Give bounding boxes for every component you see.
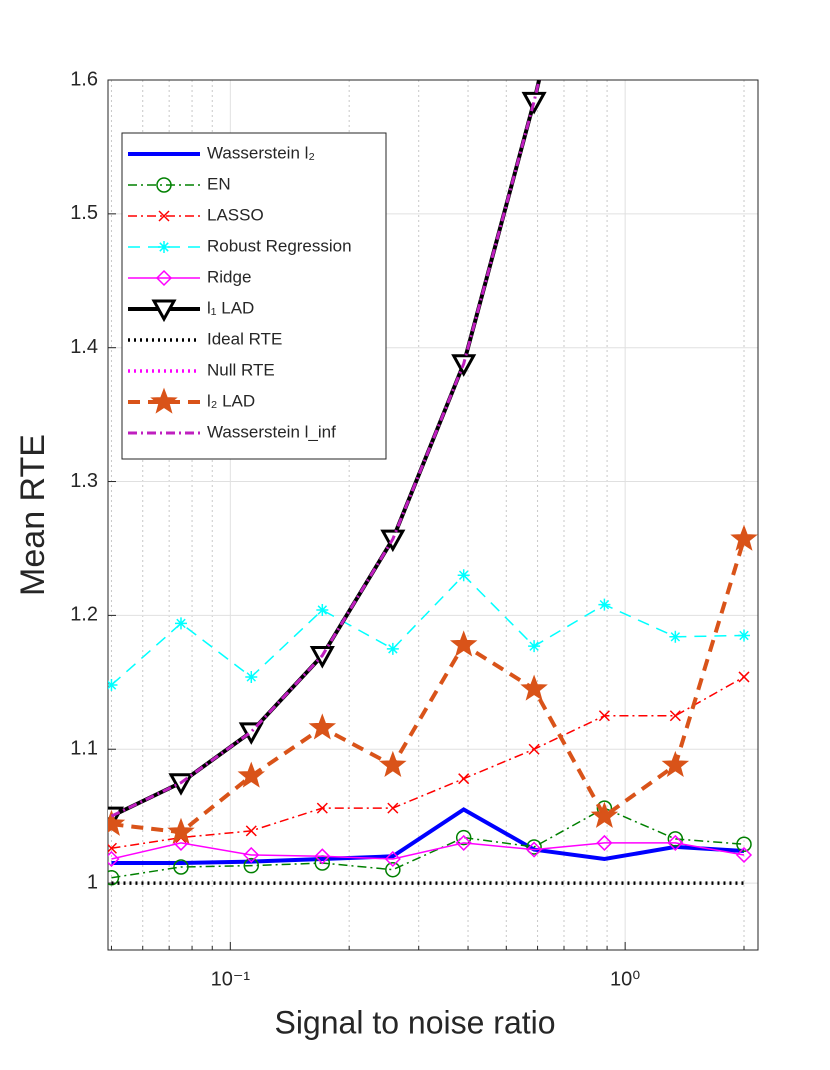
legend-label: Robust Regression [207,236,352,255]
data-point [730,524,758,551]
legend-marker [155,269,173,287]
x-tick-label: 10⁰ [610,968,640,990]
data-point [598,598,611,611]
legend-marker [156,177,172,193]
data-point [308,713,337,740]
data-point [520,674,548,701]
data-point [173,859,189,875]
series-line [111,676,745,850]
data-point [669,630,682,643]
data-point [174,617,187,630]
data-point [590,801,619,828]
y-tick-label: 1.3 [70,470,98,492]
series-line [110,80,541,818]
data-point [521,91,547,115]
data-point [528,640,541,653]
data-point [316,604,329,617]
legend-label: l₂ LAD [207,391,255,410]
data-point [455,834,472,851]
y-tick-label: 1.6 [70,68,98,90]
y-tick-label: 1.5 [70,202,98,224]
series-line [111,842,745,860]
data-point [384,850,401,868]
data-point [736,836,752,853]
data-point [245,670,258,683]
y-tick-label: 1.4 [70,336,98,358]
legend-marker [151,299,177,323]
legend-label: Ridge [207,267,251,286]
data-point [669,710,681,722]
legend-label: LASSO [207,205,264,224]
data-point [528,743,540,755]
data-point [314,855,331,871]
data-point [387,802,399,814]
data-point [449,630,478,657]
legend-label: Wasserstein l₂ [207,143,315,162]
data-point [596,834,613,851]
data-point [458,773,470,785]
plot-frame [107,79,759,951]
legend-label: Ideal RTE [207,329,282,348]
data-point [245,825,257,837]
data-point [108,842,117,854]
data-point [108,850,120,868]
x-tick-label: 10⁻¹ [211,968,251,990]
data-point [316,802,328,814]
data-point [167,817,195,844]
series-line [110,574,745,686]
data-point [243,857,260,874]
data-point [243,846,260,864]
x-axis-label: Signal to noise ratio [274,1004,555,1040]
legend-marker [158,210,170,222]
data-point [738,671,750,683]
data-point [661,750,690,777]
series-line [111,807,745,865]
data-point [108,869,120,886]
plot-content [108,80,758,886]
data-point [526,841,543,858]
data-point [386,642,399,655]
y-tick-label: 1 [87,871,98,893]
legend-label: l₁ LAD [207,298,254,317]
legend-marker [150,387,178,414]
data-point [667,834,684,851]
y-tick-label: 1.1 [70,738,98,760]
data-point [457,569,470,582]
data-point [667,831,684,847]
legend-label: EN [207,174,231,193]
data-point [598,710,610,722]
y-axis-label: Mean RTE [14,434,52,596]
data-point [738,629,751,642]
data-point [379,750,407,777]
data-point [237,761,265,788]
data-point [238,722,264,745]
legend-marker [158,241,170,253]
data-point [314,848,331,865]
data-point [385,861,401,878]
data-point [735,846,753,864]
legend-label: Wasserstein l_inf [207,422,336,441]
data-point [108,678,118,691]
legend-label: Null RTE [207,360,275,379]
y-tick-label: 1.2 [70,604,98,626]
